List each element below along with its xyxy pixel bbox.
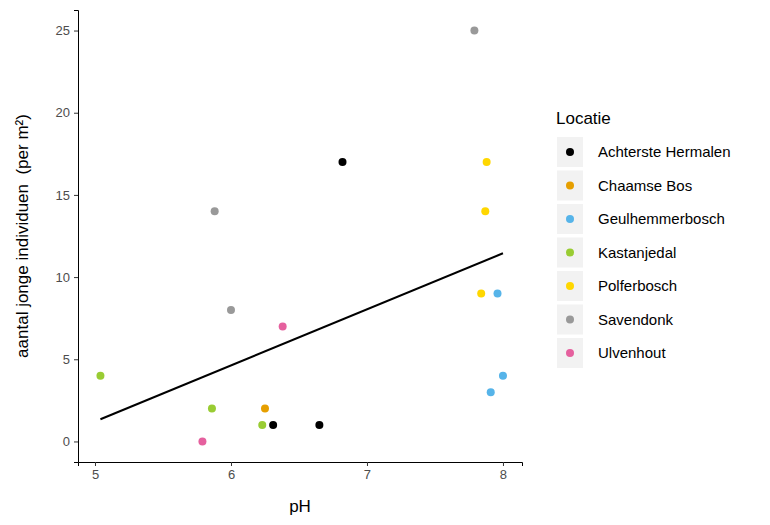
y-axis-title: aantal jonge individuen (per m²) bbox=[13, 114, 32, 358]
point bbox=[494, 290, 502, 298]
legend-label: Geulhemmerbosch bbox=[598, 210, 725, 227]
legend-symbol bbox=[566, 349, 574, 357]
y-axis-line bbox=[74, 11, 79, 463]
y-tick-label: 25 bbox=[56, 23, 70, 38]
point bbox=[269, 421, 277, 429]
y-tick-mark bbox=[74, 113, 78, 114]
trend-line bbox=[100, 253, 503, 419]
point bbox=[258, 421, 266, 429]
marks bbox=[96, 27, 507, 446]
y-tick-mark bbox=[74, 31, 78, 32]
y-tick-mark bbox=[74, 277, 78, 278]
legend-label: Chaamse Bos bbox=[598, 177, 692, 194]
point bbox=[96, 372, 104, 380]
x-tick-label: 5 bbox=[92, 467, 99, 482]
legend-label: Savendonk bbox=[598, 311, 674, 328]
x-tick-mark bbox=[367, 462, 368, 466]
legend-symbol bbox=[566, 182, 574, 190]
y-tick: 0 bbox=[63, 434, 78, 449]
y-axis: 0 5 10 15 20 25 bbox=[56, 11, 79, 463]
x-tick-label: 8 bbox=[500, 467, 507, 482]
legend-key bbox=[557, 305, 583, 335]
y-tick: 25 bbox=[56, 23, 78, 38]
plot: 5 6 7 8 0 5 10 15 20 25 bbox=[56, 11, 523, 483]
point bbox=[279, 322, 287, 330]
point bbox=[198, 437, 206, 445]
point bbox=[470, 27, 478, 35]
y-tick-mark bbox=[74, 195, 78, 196]
y-tick-label: 10 bbox=[56, 270, 70, 285]
x-tick-mark bbox=[503, 462, 504, 466]
legend: Locatie Achterste Hermalen Chaamse Bos Geul… bbox=[556, 109, 731, 368]
legend-key bbox=[557, 338, 583, 368]
x-axis-line bbox=[79, 463, 523, 467]
y-tick-mark bbox=[74, 359, 78, 360]
legend-key bbox=[557, 137, 583, 167]
x-tick-mark bbox=[95, 462, 96, 466]
point bbox=[227, 306, 235, 314]
chart: 5 6 7 8 0 5 10 15 20 25 pH aantal jonge individuen … bbox=[0, 0, 770, 525]
y-tick: 10 bbox=[56, 270, 78, 285]
y-tick-label: 15 bbox=[56, 188, 70, 203]
point bbox=[338, 158, 346, 166]
legend-symbol bbox=[566, 282, 574, 290]
x-tick: 7 bbox=[364, 462, 371, 482]
y-tick-label: 5 bbox=[63, 352, 70, 367]
point bbox=[499, 372, 507, 380]
legend-symbol bbox=[566, 249, 574, 257]
x-tick: 6 bbox=[228, 462, 235, 482]
y-tick: 5 bbox=[63, 352, 78, 367]
point bbox=[261, 405, 269, 413]
point bbox=[211, 207, 219, 215]
point bbox=[483, 158, 491, 166]
y-tick-mark bbox=[74, 441, 78, 442]
x-tick-label: 7 bbox=[364, 467, 371, 482]
legend-label: Kastanjedal bbox=[598, 244, 676, 261]
point bbox=[481, 207, 489, 215]
legend-key bbox=[557, 204, 583, 234]
legend-title: Locatie bbox=[556, 109, 611, 128]
y-tick-label: 20 bbox=[56, 105, 70, 120]
y-tick-label: 0 bbox=[63, 434, 70, 449]
x-axis: 5 6 7 8 bbox=[79, 462, 523, 482]
legend-label: Polferbosch bbox=[598, 277, 677, 294]
point bbox=[208, 405, 216, 413]
legend-symbol bbox=[566, 148, 574, 156]
point bbox=[477, 290, 485, 298]
x-axis-title: pH bbox=[289, 497, 311, 516]
x-tick: 8 bbox=[500, 462, 507, 482]
x-tick-label: 6 bbox=[228, 467, 235, 482]
legend-key bbox=[557, 171, 583, 201]
legend-symbol bbox=[566, 316, 574, 324]
legend-key bbox=[557, 238, 583, 268]
legend-label: Achterste Hermalen bbox=[598, 143, 731, 160]
y-tick: 20 bbox=[56, 105, 78, 120]
point bbox=[315, 421, 323, 429]
legend-key bbox=[557, 271, 583, 301]
x-tick-mark bbox=[231, 462, 232, 466]
legend-symbol bbox=[566, 215, 574, 223]
legend-label: Ulvenhout bbox=[598, 344, 666, 361]
point bbox=[487, 388, 495, 396]
y-tick: 15 bbox=[56, 188, 78, 203]
x-tick: 5 bbox=[92, 462, 99, 482]
